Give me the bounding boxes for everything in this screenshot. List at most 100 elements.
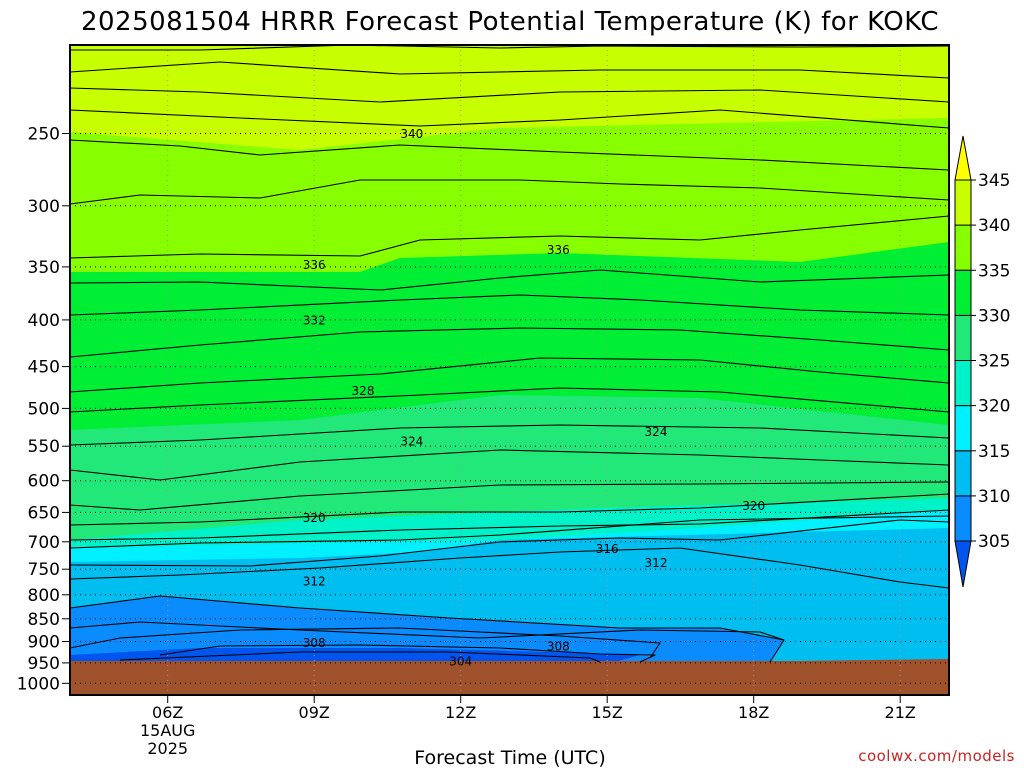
y-tick-label-800: 800 xyxy=(28,586,60,606)
contour-line-24 xyxy=(119,651,601,663)
contour-label-text: 336 xyxy=(547,243,570,257)
contour-line-6 xyxy=(69,179,950,205)
contour-line-12 xyxy=(69,387,950,413)
colorbar-label-320: 320 xyxy=(978,397,1010,417)
y-tick-label-600: 600 xyxy=(28,472,60,492)
colorbar-segment-340-345 xyxy=(954,179,972,226)
colorbar-segment-315-320 xyxy=(954,405,972,452)
contour-lines xyxy=(69,44,950,663)
x-tick-label-06Z: 06Z xyxy=(152,703,183,722)
contour-label-340: 340 xyxy=(400,127,423,141)
contour-line-7 xyxy=(69,215,950,259)
colorbar-segment-325-330 xyxy=(954,314,972,361)
x-tick-label-09Z: 09Z xyxy=(299,703,330,722)
contour-label-324: 324 xyxy=(400,435,423,449)
x-date-label-2: 2025 xyxy=(147,739,188,758)
ground-surface xyxy=(70,659,949,695)
band-300-305 xyxy=(70,648,640,662)
contour-label-text: 324 xyxy=(400,435,423,449)
contour-label-text: 332 xyxy=(303,313,326,327)
contour-label-328: 328 xyxy=(352,384,375,398)
contour-label-332: 332 xyxy=(303,313,326,327)
contour-line-15 xyxy=(69,481,950,511)
colorbar-segment-310-315 xyxy=(954,450,972,497)
x-date-label-1: 15AUG xyxy=(140,721,195,740)
colorbar-label-315: 315 xyxy=(978,442,1010,462)
colorbar-segment-335-340 xyxy=(954,224,972,271)
colorbar-segment-330-335 xyxy=(954,269,972,316)
contour-label-text: 324 xyxy=(645,425,668,439)
contour-line-9 xyxy=(69,294,950,316)
contour-label-308: 308 xyxy=(547,639,570,653)
contour-line-20 xyxy=(69,547,950,589)
contour-line-8 xyxy=(69,269,950,291)
y-tick-label-850: 850 xyxy=(28,610,60,630)
colorbar-label-330: 330 xyxy=(978,306,1010,326)
colorbar-label-340: 340 xyxy=(978,216,1010,236)
contour-line-1 xyxy=(70,44,950,51)
contour-line-21 xyxy=(159,644,656,663)
contour-label-text: 312 xyxy=(303,575,326,589)
contour-labels: 340 336 336 332 328 324 324 320 320 316 312 312 308 3… xyxy=(303,127,765,668)
contour-line-2 xyxy=(69,61,950,79)
contour-label-text: 336 xyxy=(303,258,326,272)
colorbar-label-310: 310 xyxy=(978,487,1010,507)
contour-label-336: 336 xyxy=(303,258,326,272)
x-tick-label-18Z: 18Z xyxy=(738,703,769,722)
contour-line-13 xyxy=(69,424,950,446)
contour-label-text: 320 xyxy=(303,511,326,525)
y-tick-label-1000: 1000 xyxy=(17,674,60,694)
y-tick-label-500: 500 xyxy=(28,399,60,419)
colorbar-extend-min xyxy=(954,540,972,588)
contour-label-304: 304 xyxy=(449,654,472,668)
x-tick-label-12Z: 12Z xyxy=(445,703,476,722)
contour-line-3 xyxy=(69,87,950,103)
colorbar-label-335: 335 xyxy=(978,261,1010,281)
contour-line-16 xyxy=(69,493,950,526)
y-tick-label-350: 350 xyxy=(28,258,60,278)
x-axis-title: Forecast Time (UTC) xyxy=(414,747,605,768)
credit-link[interactable]: coolwx.com/models xyxy=(858,747,1015,765)
x-tick-label-15Z: 15Z xyxy=(592,703,623,722)
y-tick-label-950: 950 xyxy=(28,654,60,674)
colorbar-segment-305-310 xyxy=(954,495,972,542)
contour-label-text: 312 xyxy=(645,556,668,570)
contour-line-10 xyxy=(69,327,950,358)
contour-line-23 xyxy=(69,621,785,663)
contour-label-text: 304 xyxy=(449,654,472,668)
colorbar-extend-max xyxy=(954,135,972,181)
contour-label-text: 328 xyxy=(352,384,375,398)
y-axis: 250 300 350 400 450 500 550 600 650 700 750 800 850 9… xyxy=(17,125,70,694)
contour-label-text: 308 xyxy=(303,636,326,650)
y-tick-label-400: 400 xyxy=(28,311,60,331)
contour-line-11 xyxy=(69,357,950,393)
contour-label-316: 316 xyxy=(596,542,619,556)
contour-label-text: 308 xyxy=(547,639,570,653)
contour-label-text: 340 xyxy=(400,127,423,141)
plot-area xyxy=(70,45,949,695)
y-tick-label-450: 450 xyxy=(28,358,60,378)
contour-line-14 xyxy=(69,449,950,481)
contour-line-17 xyxy=(69,509,950,541)
y-tick-label-650: 650 xyxy=(28,503,60,523)
colorbar-label-325: 325 xyxy=(978,352,1010,372)
y-tick-label-550: 550 xyxy=(28,437,60,457)
contour-label-308: 308 xyxy=(303,636,326,650)
contour-line-18 xyxy=(69,515,950,549)
y-tick-label-700: 700 xyxy=(28,533,60,553)
y-tick-label-250: 250 xyxy=(28,125,60,145)
contour-label-312: 312 xyxy=(645,556,668,570)
contour-label-320: 320 xyxy=(303,511,326,525)
x-tick-label-21Z: 21Z xyxy=(885,703,916,722)
grid-lines xyxy=(70,45,949,695)
contour-label-312: 312 xyxy=(303,575,326,589)
contour-line-25 xyxy=(69,595,785,641)
contour-label-336: 336 xyxy=(547,243,570,257)
colorbar-label-305: 305 xyxy=(978,532,1010,552)
y-tick-label-300: 300 xyxy=(28,197,60,217)
colorbar-segment-320-325 xyxy=(954,360,972,407)
colorbar-label-345: 345 xyxy=(978,171,1010,191)
contour-label-text: 316 xyxy=(596,542,619,556)
contour-line-4 xyxy=(69,109,950,129)
